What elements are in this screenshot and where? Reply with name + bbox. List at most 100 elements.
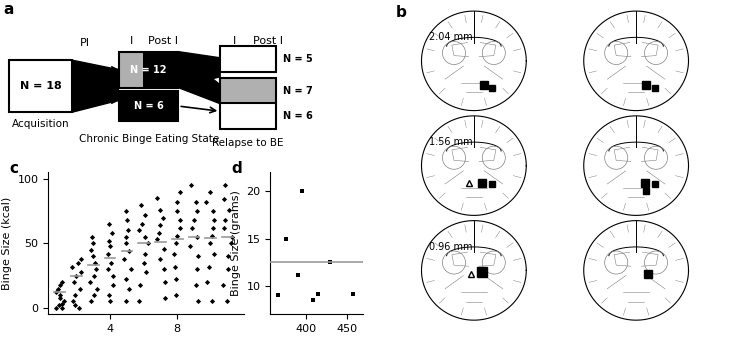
Point: [88, 292, 100, 298]
Point: [154, 223, 166, 228]
Point: [56, 301, 68, 307]
Point: [155, 207, 166, 213]
Point: [200, 199, 212, 205]
Y-axis label: Binge Size (grams): Binge Size (grams): [231, 190, 240, 296]
Point: [171, 233, 183, 238]
Point: [192, 254, 204, 259]
Point: [54, 295, 66, 300]
Point: [223, 254, 235, 259]
Point: [191, 266, 203, 272]
Point: [174, 225, 186, 231]
Text: Acquisition: Acquisition: [12, 119, 70, 129]
Point: [172, 209, 184, 214]
Point: [221, 299, 233, 304]
Point: [219, 217, 231, 223]
Text: I: I: [233, 35, 237, 46]
Point: [222, 266, 234, 272]
Text: Chronic Binge Eating State: Chronic Binge Eating State: [78, 134, 219, 144]
Point: [75, 269, 87, 274]
Point: [105, 260, 117, 265]
Point: [106, 230, 118, 236]
Point: [68, 280, 80, 285]
Point: [70, 273, 82, 278]
Point: [191, 209, 203, 214]
Point: [185, 183, 197, 188]
Polygon shape: [422, 11, 526, 111]
Polygon shape: [422, 221, 526, 320]
Point: [206, 299, 218, 304]
Polygon shape: [73, 60, 118, 112]
Point: [122, 228, 134, 233]
Point: [133, 228, 145, 233]
Text: a: a: [4, 2, 14, 17]
Point: [104, 299, 116, 304]
Point: [89, 260, 101, 265]
Point: [120, 277, 132, 282]
Point: [201, 280, 212, 285]
Point: [102, 251, 114, 257]
Bar: [221, 103, 276, 129]
Point: [107, 273, 118, 278]
Point: [120, 241, 132, 246]
Text: N = 18: N = 18: [20, 81, 61, 91]
Point: [133, 299, 145, 304]
Polygon shape: [178, 52, 221, 88]
Point: [204, 189, 216, 194]
Point: [58, 299, 70, 304]
Point: [325, 260, 337, 265]
Text: N = 7: N = 7: [283, 86, 313, 96]
Point: [134, 282, 146, 287]
Point: [184, 243, 195, 249]
Point: [171, 199, 183, 205]
Bar: [221, 78, 276, 104]
Point: [307, 297, 319, 303]
Point: [158, 280, 170, 285]
Point: [87, 254, 99, 259]
Text: 0.96 mm: 0.96 mm: [429, 242, 473, 252]
Point: [54, 282, 66, 287]
Point: [140, 269, 152, 274]
Point: [207, 209, 219, 214]
Point: [135, 202, 147, 207]
Point: [280, 236, 292, 241]
Point: [140, 251, 152, 257]
Point: [218, 197, 230, 202]
Point: [157, 215, 169, 220]
Point: [121, 217, 133, 223]
Text: I: I: [130, 35, 133, 46]
Point: [50, 305, 61, 311]
Point: [121, 234, 132, 240]
Point: [169, 277, 181, 282]
Bar: [221, 46, 276, 72]
Point: [87, 273, 99, 278]
Text: N = 5: N = 5: [283, 54, 313, 64]
Text: Post I: Post I: [148, 35, 178, 46]
Point: [208, 251, 220, 257]
Y-axis label: Binge Size (kcal): Binge Size (kcal): [1, 197, 12, 290]
Text: Relapse to BE: Relapse to BE: [212, 138, 283, 148]
Point: [204, 264, 215, 269]
Text: b: b: [396, 5, 407, 20]
Point: [138, 260, 149, 265]
Text: N = 12: N = 12: [130, 65, 167, 75]
Bar: [119, 91, 178, 121]
Bar: [9, 60, 73, 112]
Point: [85, 299, 97, 304]
Point: [218, 225, 230, 231]
Point: [188, 217, 200, 223]
Point: [56, 305, 68, 311]
Text: N = 6: N = 6: [134, 101, 164, 111]
Point: [103, 292, 115, 298]
Point: [90, 266, 101, 272]
Point: [91, 286, 103, 291]
Point: [174, 217, 186, 223]
Point: [87, 234, 98, 240]
Point: [296, 189, 308, 194]
Point: [223, 207, 235, 213]
Point: [158, 246, 169, 251]
Point: [169, 292, 181, 298]
Point: [102, 266, 114, 272]
Point: [218, 282, 229, 287]
Bar: [119, 52, 178, 88]
Point: [219, 183, 231, 188]
